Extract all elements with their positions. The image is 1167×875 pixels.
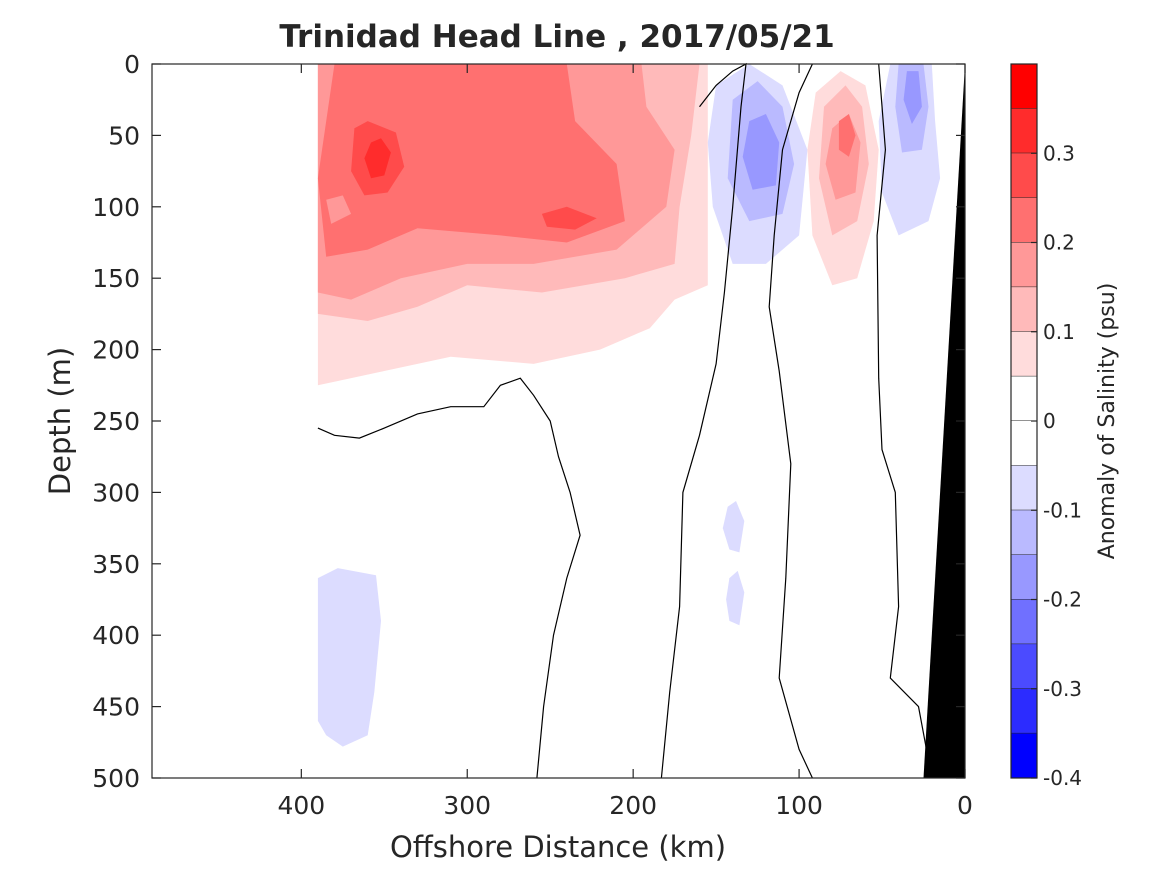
contour-region-midshelf-small-negative-2 [726,570,745,626]
y-tick-label: 100 [92,193,140,222]
colorbar: 0.3 0.2 0.1 0 -0.1 -0.2 -0.3 -0.4 [1010,63,1082,790]
colorbar-tick-label: -0.2 [1043,588,1082,612]
y-tick-label: 300 [92,478,140,507]
colorbar-level [1011,197,1037,243]
colorbar-level [1011,376,1037,421]
colorbar-tick-label: 0.3 [1043,141,1075,165]
colorbar-level [1011,421,1037,466]
colorbar-tick-label: 0 [1043,409,1056,433]
colorbar-level [1011,688,1037,734]
colorbar-level [1011,242,1037,288]
land-mask [923,64,965,778]
y-tick-label: 250 [92,407,140,436]
zero-contour-midshelf-zero-2 [768,63,813,779]
zero-contour-midshelf-zero-1 [660,62,747,779]
colorbar-tick-label: 0.1 [1043,320,1075,344]
y-tick-label: 200 [92,336,140,365]
y-tick-label: 450 [92,693,140,722]
contour-region-offshore-upper-positive-0.20 [317,64,625,257]
contour-region-offshore-upper-small-low [326,195,352,224]
colorbar-level [1011,287,1037,332]
x-axis-ticks: 400 300 200 100 0 [277,64,973,820]
y-tick-label: 50 [108,121,140,150]
colorbar-level [1011,599,1037,645]
x-axis-label: Offshore Distance (km) [390,830,726,864]
colorbar-level [1011,733,1037,778]
contour-region-midshelf-small-negative-1 [722,501,745,553]
x-tick-label: 100 [775,791,823,820]
y-tick-label: 400 [92,621,140,650]
colorbar-level [1011,465,1037,511]
zero-contour-offshore-zero [317,377,581,779]
x-tick-label: 200 [609,791,657,820]
colorbar-level [1011,64,1037,109]
contour-region-midshelf-negative-0.15 [742,114,780,190]
colorbar-level [1011,153,1037,198]
contour-region-offshore-upper-positive-0.30 [364,138,391,179]
contour-fills [317,64,941,747]
land-mask-shape [923,64,965,778]
y-tick-label: 500 [92,764,140,793]
colorbar-level [1011,331,1037,377]
plot-area: 400 300 200 100 0 0 50 100 150 200 250 300 350 400 45… [92,50,973,820]
colorbar-tick-label: -0.1 [1043,498,1082,522]
x-tick-label: 0 [957,791,973,820]
contour-region-offshore-upper-positive-0.25b [541,206,597,230]
colorbar-tick-label: 0.2 [1043,231,1075,255]
y-tick-label: 0 [124,50,140,79]
chart-title: Trinidad Head Line , 2017/05/21 [279,19,834,55]
contour-region-nearshore-negative-0.15 [903,71,922,124]
y-axis-ticks: 0 50 100 150 200 250 300 350 400 450 500 [92,50,965,793]
y-tick-label: 150 [92,264,140,293]
colorbar-level [1011,108,1037,154]
colorbar-level [1011,644,1037,689]
colorbar-tick-label: -0.4 [1043,766,1082,790]
y-axis-label: Depth (m) [43,347,77,495]
colorbar-tick-label: -0.3 [1043,677,1082,701]
colorbar-label: Anomaly of Salinity (psu) [1095,283,1120,560]
contour-region-inner-positive-0.20 [838,114,856,157]
colorbar-level [1011,554,1037,600]
contour-region-deep-negative-patch [317,568,381,747]
zero-contour-nearshore-zero [876,63,933,779]
colorbar-level [1011,510,1037,555]
x-tick-label: 300 [443,791,491,820]
zero-contours [317,62,933,779]
y-tick-label: 350 [92,550,140,579]
x-tick-label: 400 [277,791,325,820]
